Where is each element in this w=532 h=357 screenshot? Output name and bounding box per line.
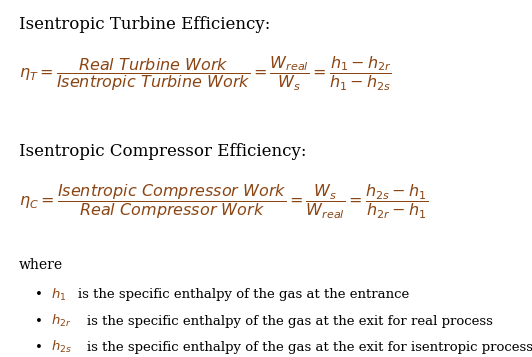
Text: •: • [35, 288, 43, 301]
Text: is the specific enthalpy of the gas at the exit for real process: is the specific enthalpy of the gas at t… [87, 315, 493, 328]
Text: is the specific enthalpy of the gas at the entrance: is the specific enthalpy of the gas at t… [78, 288, 410, 301]
Text: Isentropic Compressor Efficiency:: Isentropic Compressor Efficiency: [19, 143, 306, 160]
Text: $h_{2r}$: $h_{2r}$ [51, 313, 71, 330]
Text: •: • [35, 315, 43, 328]
Text: is the specific enthalpy of the gas at the exit for isentropic process: is the specific enthalpy of the gas at t… [87, 341, 532, 353]
Text: $h_{2s}$: $h_{2s}$ [51, 339, 71, 355]
Text: Isentropic Turbine Efficiency:: Isentropic Turbine Efficiency: [19, 16, 270, 33]
Text: where: where [19, 258, 63, 272]
Text: $\eta_C = \dfrac{\mathit{Isentropic\ Compressor\ Work}}{\mathit{Real\ Compressor: $\eta_C = \dfrac{\mathit{Isentropic\ Com… [19, 182, 428, 221]
Text: •: • [35, 341, 43, 353]
Text: $h_1$: $h_1$ [51, 286, 66, 303]
Text: $\eta_T = \dfrac{\mathit{Real\ Turbine\ Work}}{\mathit{Isentropic\ Turbine\ Work: $\eta_T = \dfrac{\mathit{Real\ Turbine\ … [19, 54, 392, 92]
